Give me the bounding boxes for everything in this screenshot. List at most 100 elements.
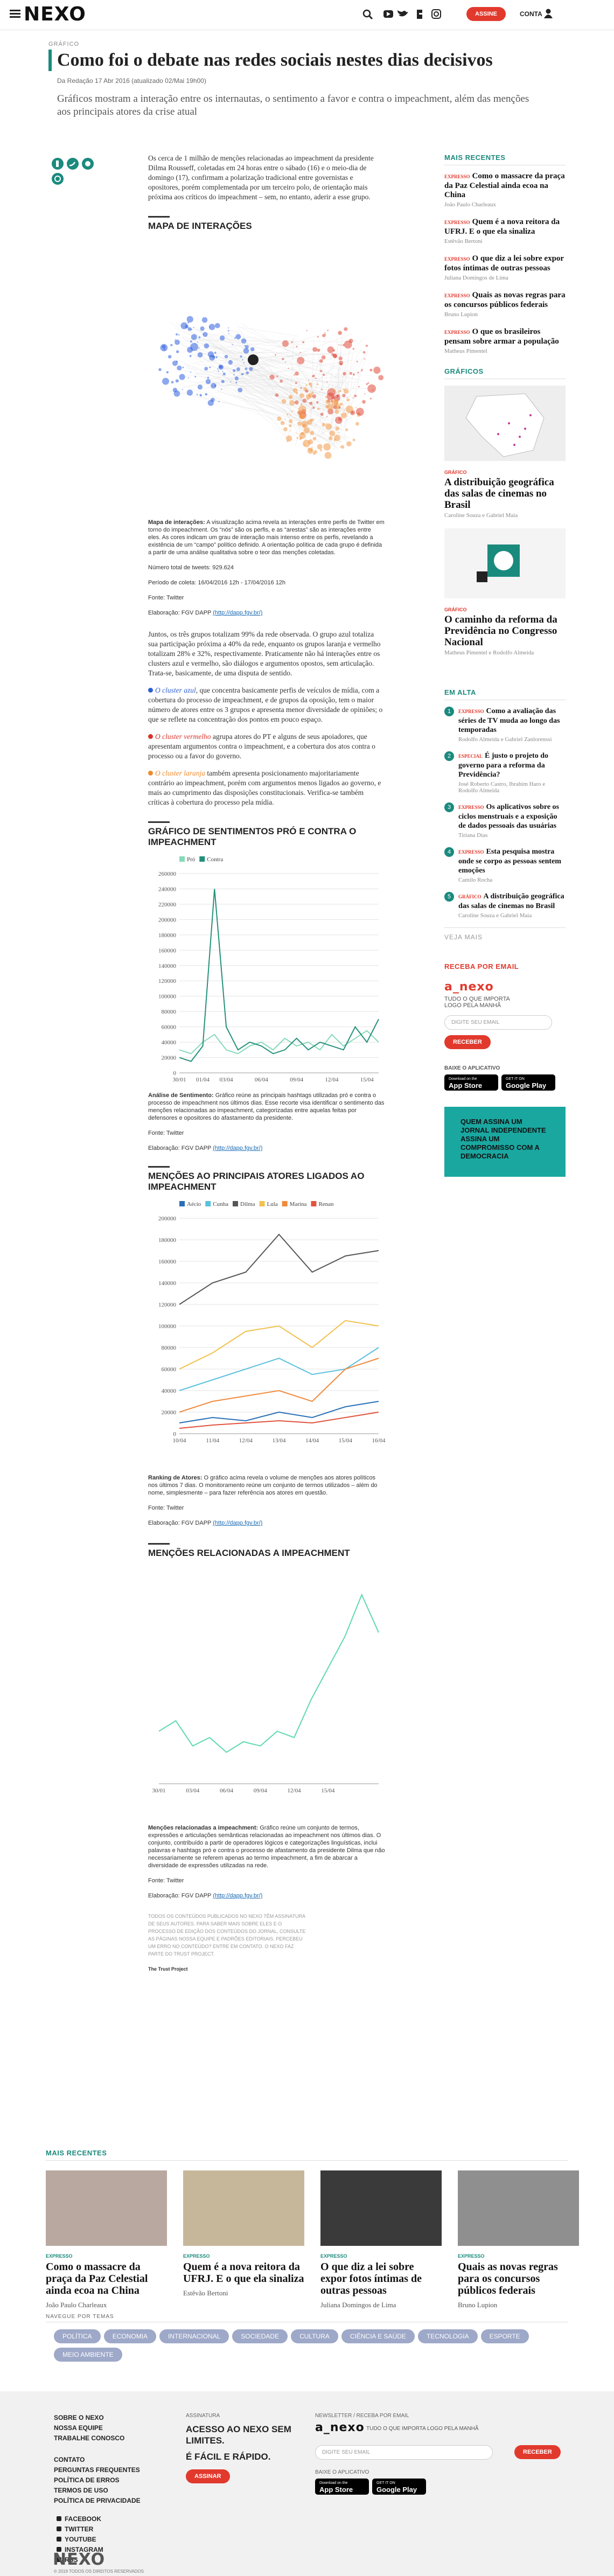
graphic-thumbnail[interactable] [444,528,566,598]
google-play-badge[interactable]: GET IT ON Google Play [501,1074,555,1091]
network-node [339,441,341,443]
menu-icon[interactable] [10,10,20,18]
network-node [168,355,172,359]
app-store-badge[interactable]: Download on the App Store [444,1074,498,1091]
network-node [205,393,208,396]
path [465,393,545,457]
footer-link[interactable]: RSS [57,2555,103,2565]
item-title-text[interactable]: Esta pesquisa mostra onde se corpo as pe… [458,848,561,875]
credit: Elaboração: FGV DAPP (http://dapp.fgv.br… [148,609,385,617]
app-store-badge[interactable]: Download on the App Store [315,2479,369,2495]
email-input[interactable]: DIGITE SEU EMAIL [315,2445,493,2460]
trending-item: 2 ESPECIAL É justo o projeto do governo pa… [444,751,566,794]
newsletter-button[interactable]: RECEBER [444,1035,491,1049]
topic-pill[interactable]: CIÊNCIA E SAÚDE [341,2329,415,2343]
topic-pill[interactable]: INTERNACIONAL [159,2329,229,2343]
footer-link[interactable]: TRABALHE CONOSCO [54,2433,124,2444]
badge-text: Google Play [506,1081,547,1090]
network-node [323,443,331,451]
item-title-text[interactable]: É justo o projeto do governo para a refo… [458,752,548,779]
network-node [312,375,313,377]
account[interactable]: CONTA [520,10,542,18]
footer-link[interactable]: INSTAGRAM [57,2545,103,2555]
footer-link[interactable]: CONTATO [54,2455,141,2465]
logo[interactable]: NEXO [24,3,86,25]
network-node [295,382,297,385]
topic-pill[interactable]: ESPORTE [480,2329,529,2343]
item-title-text[interactable]: O que os brasileiros pensam sobre armar … [444,327,559,346]
topic-pill[interactable]: TECNOLOGIA [417,2329,478,2343]
footer-link[interactable]: NOSSA EQUIPE [54,2423,124,2433]
credit-link[interactable]: (http://dapp.fgv.br/) [213,610,263,616]
footer-link[interactable]: SOBRE O NEXO [54,2413,124,2423]
app-heading: BAIXE O APLICATIVO [315,2469,369,2475]
item-title-text[interactable]: Quem é a nova reitora da UFRJ. E o que e… [444,218,560,236]
network-node [322,333,326,338]
network-node [194,375,197,378]
card-title[interactable]: Quais as novas regras para os concursos … [458,2261,558,2296]
footer-link[interactable]: YOUTUBE [57,2535,103,2545]
network-node [335,426,340,431]
footer-logo: NEXO [53,2550,106,2569]
y-tick-label: 120000 [158,1302,177,1308]
item-title-text[interactable]: Quais as novas regras para os concursos … [444,291,566,309]
network-node [310,385,312,387]
graphic-thumbnail[interactable] [444,386,566,461]
y-tick-label: 80000 [162,1009,177,1015]
g [497,414,532,446]
subscribe-button[interactable]: ASSINAR [186,2469,230,2483]
network-node [285,361,287,363]
topic-pill[interactable]: ECONOMIA [103,2329,157,2343]
trending-list: 1 EXPRESSO Como a avaliação das séries de … [444,707,566,919]
newsletter-button[interactable]: RECEBER [514,2445,561,2459]
item-title-text[interactable]: Como o massacre da praça da Paz Celestia… [444,172,565,199]
share-icons[interactable] [51,157,94,190]
network-node [326,416,328,417]
card-title[interactable]: Como o massacre da praça da Paz Celestia… [46,2261,148,2296]
card-image[interactable] [183,2170,304,2246]
footer-link[interactable]: TWITTER [57,2524,103,2535]
card-title[interactable]: Quem é a nova reitora da UFRJ. E o que e… [183,2261,304,2285]
credit-text: Elaboração: FGV DAPP [148,1893,212,1899]
card-title[interactable]: O que diz a lei sobre expor fotos íntima… [320,2261,422,2296]
network-node [334,438,337,441]
account-icon[interactable] [544,9,553,18]
network-node [212,355,215,359]
credit-link[interactable]: (http://dapp.fgv.br/) [213,1145,263,1151]
network-node [342,344,345,346]
topic-pill[interactable]: POLÍTICA [54,2329,101,2343]
network-node [198,347,200,349]
topic-pill[interactable]: MEIO AMBIENTE [54,2348,122,2362]
network-node [338,432,340,434]
network-node [218,401,220,402]
credit-link[interactable]: (http://dapp.fgv.br/) [213,1520,263,1526]
item-title-text[interactable]: O que diz a lei sobre expor fotos íntima… [444,254,564,273]
email-input[interactable]: DIGITE SEU EMAIL [444,1015,552,1030]
network-node [348,338,353,343]
footer-link[interactable]: TERMOS DE USO [54,2486,141,2496]
footer-link[interactable]: PERGUNTAS FREQUENTES [54,2465,141,2475]
footer-link[interactable]: POLÍTICA DE PRIVACIDADE [54,2496,141,2506]
topic-pill[interactable]: SOCIEDADE [232,2329,288,2343]
social-icon [57,2557,61,2562]
credit-link[interactable]: (http://dapp.fgv.br/) [213,1893,263,1899]
y-tick-label: 220000 [158,902,177,908]
network-node [228,333,229,334]
item-title-text[interactable]: Como a avaliação das séries de TV muda a… [458,707,560,734]
footer-link[interactable]: POLÍTICA DE ERROS [54,2475,141,2486]
credit-text: Elaboração: FGV DAPP [148,610,212,616]
rank: 4 [444,847,454,857]
topic-pill[interactable]: CULTURA [291,2329,338,2343]
footer-link[interactable]: FACEBOOK [57,2514,103,2524]
item-title-text[interactable]: A distribuição geográfica das salas de c… [458,892,564,910]
item-title-text[interactable]: Os aplicativos sobre os ciclos menstruai… [458,803,559,830]
subscribe-button[interactable]: ASSINE [466,7,506,21]
item-title: O caminho da reforma da Previdência no C… [444,614,557,648]
card-image[interactable] [46,2170,167,2246]
google-play-badge[interactable]: GET IT ON Google Play [372,2479,426,2495]
card-image[interactable] [458,2170,579,2246]
header-icons[interactable] [362,9,453,22]
ad-box[interactable]: QUEM ASSINA UM JORNAL INDEPENDENTE ASSIN… [444,1107,566,1177]
card-image[interactable] [320,2170,442,2246]
see-more[interactable]: VEJA MAIS [444,927,566,941]
